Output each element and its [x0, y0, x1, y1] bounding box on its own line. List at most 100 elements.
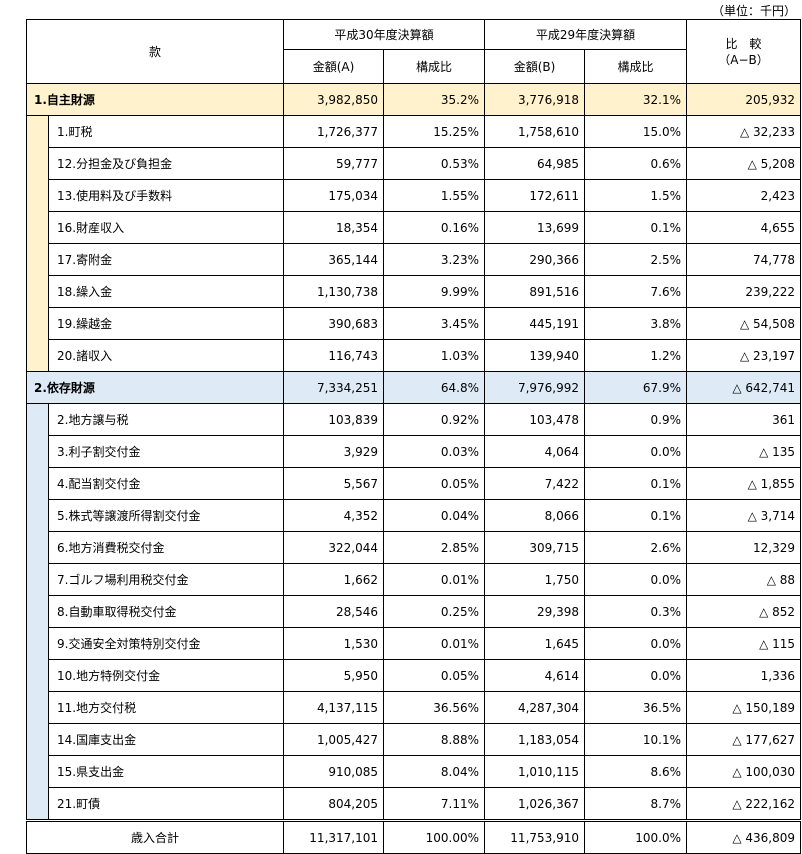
- ratio-a: 8.04%: [383, 755, 486, 788]
- amount-b: 1,183,054: [484, 723, 586, 756]
- row-gutter: [26, 307, 49, 340]
- difference: △ 115: [686, 627, 802, 660]
- amount-b: 4,614: [484, 659, 586, 692]
- table-row: 9.交通安全対策特別交付金 1,530 0.01% 1,645 0.0% △ 115: [26, 627, 802, 660]
- amount-a: 1,662: [283, 563, 385, 596]
- table-row: 8.自動車取得税交付金 28,546 0.25% 29,398 0.3% △ 852: [26, 595, 802, 628]
- amount-b: 891,516: [484, 275, 586, 308]
- table-row: 19.繰越金 390,683 3.45% 445,191 3.8% △ 54,508: [26, 307, 802, 340]
- ratio-a: 64.8%: [383, 371, 486, 404]
- difference: △ 100,030: [686, 755, 802, 788]
- ratio-a: 8.88%: [383, 723, 486, 756]
- header-ratio-a: 構成比: [383, 49, 486, 84]
- ratio-a: 0.05%: [383, 467, 486, 500]
- difference: △ 32,233: [686, 115, 802, 148]
- amount-b: 103,478: [484, 403, 586, 436]
- header-kan: 款: [25, 19, 285, 84]
- total-ratio-b: 100.0%: [584, 819, 688, 854]
- amount-b: 8,066: [484, 499, 586, 532]
- difference: △ 135: [686, 435, 802, 468]
- row-label: 6.地方消費税交付金: [47, 531, 285, 564]
- row-gutter: [26, 691, 49, 724]
- ratio-b: 15.0%: [584, 115, 688, 148]
- difference: △ 23,197: [686, 339, 802, 372]
- amount-a: 1,530: [283, 627, 385, 660]
- difference: 12,329: [686, 531, 802, 564]
- amount-a: 3,982,850: [283, 83, 385, 116]
- amount-a: 5,950: [283, 659, 385, 692]
- amount-a: 910,085: [283, 755, 385, 788]
- row-label: 1.町税: [47, 115, 285, 148]
- amount-a: 5,567: [283, 467, 385, 500]
- header-compare-line2: （A−B）: [718, 52, 769, 67]
- row-label: 11.地方交付税: [47, 691, 285, 724]
- row-gutter: [26, 723, 49, 756]
- ratio-b: 0.0%: [584, 563, 688, 596]
- amount-b: 139,940: [484, 339, 586, 372]
- ratio-b: 0.1%: [584, 467, 688, 500]
- difference: 2,423: [686, 179, 802, 212]
- ratio-a: 2.85%: [383, 531, 486, 564]
- table-row: 6.地方消費税交付金 322,044 2.85% 309,715 2.6% 12,329: [26, 531, 802, 564]
- difference: △ 150,189: [686, 691, 802, 724]
- amount-a: 1,130,738: [283, 275, 385, 308]
- amount-a: 28,546: [283, 595, 385, 628]
- ratio-a: 36.56%: [383, 691, 486, 724]
- row-label: 4.配当割交付金: [47, 467, 285, 500]
- ratio-b: 8.6%: [584, 755, 688, 788]
- row-label: 13.使用料及び手数料: [47, 179, 285, 212]
- ratio-a: 0.01%: [383, 627, 486, 660]
- difference: △ 222,162: [686, 787, 802, 821]
- row-label: 14.国庫支出金: [47, 723, 285, 756]
- row-gutter: [26, 467, 49, 500]
- section-row: 2.依存財源 7,334,251 64.8% 7,976,992 67.9% △ 642,…: [25, 371, 802, 404]
- amount-b: 1,645: [484, 627, 586, 660]
- row-gutter: [26, 755, 49, 788]
- ratio-a: 0.16%: [383, 211, 486, 244]
- row-gutter: [26, 595, 49, 628]
- ratio-a: 0.01%: [383, 563, 486, 596]
- amount-a: 4,352: [283, 499, 385, 532]
- amount-b: 7,422: [484, 467, 586, 500]
- amount-a: 7,334,251: [283, 371, 385, 404]
- difference: △ 3,714: [686, 499, 802, 532]
- amount-b: 445,191: [484, 307, 586, 340]
- table-row: 13.使用料及び手数料 175,034 1.55% 172,611 1.5% 2,423: [26, 179, 802, 212]
- ratio-b: 0.9%: [584, 403, 688, 436]
- amount-b: 4,287,304: [484, 691, 586, 724]
- amount-a: 322,044: [283, 531, 385, 564]
- table-row: 14.国庫支出金 1,005,427 8.88% 1,183,054 10.1% △ 17…: [26, 723, 802, 756]
- header-compare-line1: 比 較: [725, 36, 762, 51]
- amount-b: 7,976,992: [484, 371, 586, 404]
- row-gutter: [26, 115, 49, 148]
- header-fy29: 平成29年度決算額: [484, 19, 688, 50]
- difference: △ 1,855: [686, 467, 802, 500]
- total-amount-b: 11,753,910: [484, 819, 586, 854]
- header-fy30: 平成30年度決算額: [283, 19, 486, 50]
- ratio-a: 7.11%: [383, 787, 486, 821]
- difference: △ 5,208: [686, 147, 802, 180]
- amount-b: 29,398: [484, 595, 586, 628]
- difference: 361: [686, 403, 802, 436]
- amount-a: 4,137,115: [283, 691, 385, 724]
- amount-b: 290,366: [484, 243, 586, 276]
- ratio-b: 2.5%: [584, 243, 688, 276]
- amount-a: 365,144: [283, 243, 385, 276]
- amount-a: 804,205: [283, 787, 385, 821]
- total-ratio-a: 100.00%: [383, 819, 486, 854]
- table-row: 7.ゴルフ場利用税交付金 1,662 0.01% 1,750 0.0% △ 88: [26, 563, 802, 596]
- row-label: 3.利子割交付金: [47, 435, 285, 468]
- amount-b: 3,776,918: [484, 83, 586, 116]
- ratio-b: 2.6%: [584, 531, 688, 564]
- amount-a: 18,354: [283, 211, 385, 244]
- amount-b: 309,715: [484, 531, 586, 564]
- ratio-b: 0.1%: [584, 499, 688, 532]
- ratio-b: 0.0%: [584, 627, 688, 660]
- row-gutter: [26, 339, 49, 372]
- amount-a: 1,726,377: [283, 115, 385, 148]
- amount-b: 4,064: [484, 435, 586, 468]
- header-ratio-b: 構成比: [584, 49, 688, 84]
- row-label: 20.諸収入: [47, 339, 285, 372]
- ratio-b: 0.3%: [584, 595, 688, 628]
- table-row: 5.株式等譲渡所得割交付金 4,352 0.04% 8,066 0.1% △ 3,714: [26, 499, 802, 532]
